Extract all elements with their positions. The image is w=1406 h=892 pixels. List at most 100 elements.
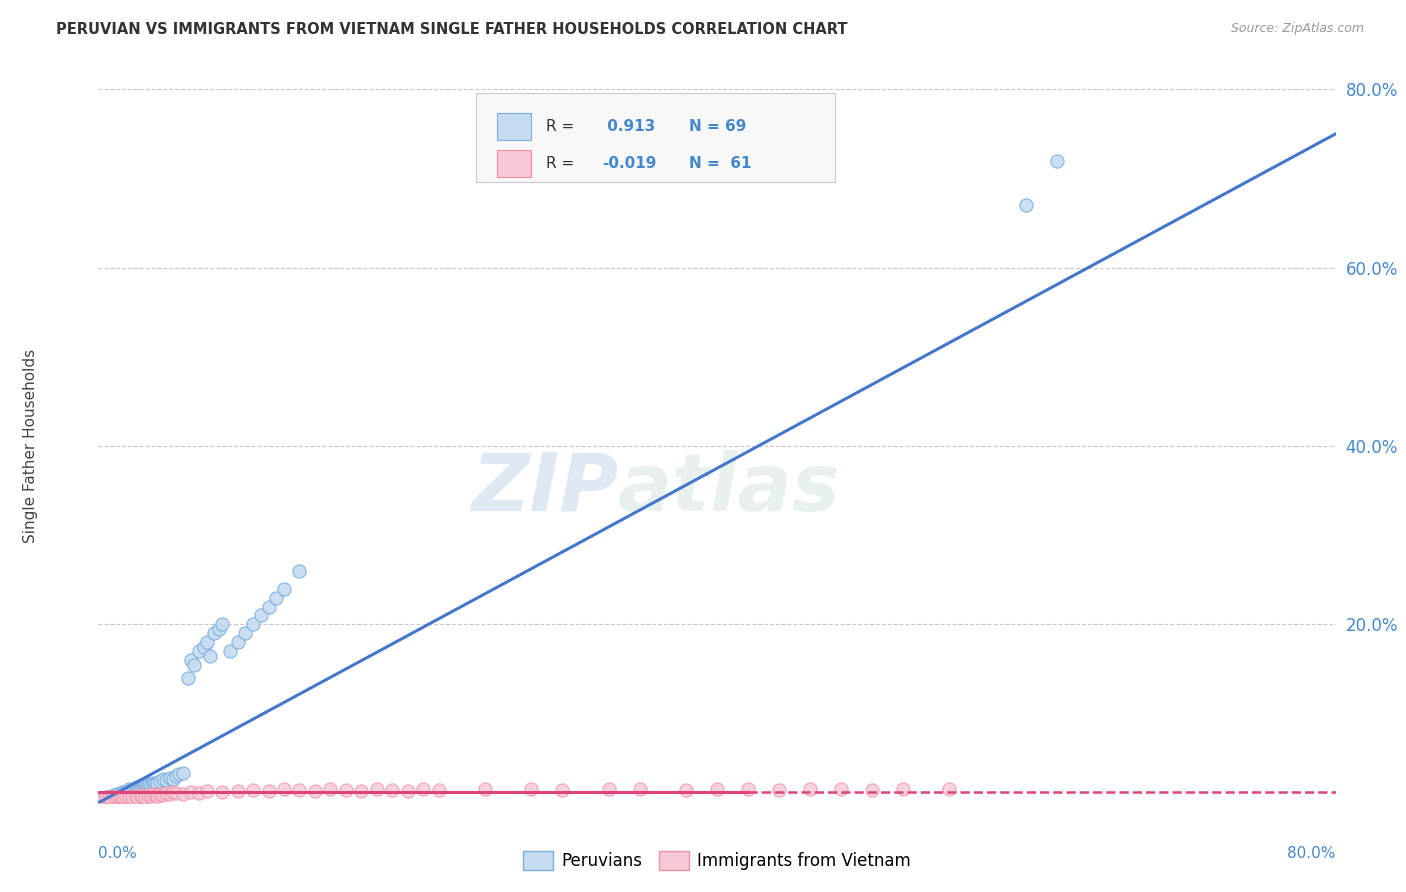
Point (115, 789, 138, 803)
Point (257, 599, 280, 614)
Point (335, 783, 357, 797)
Point (128, 780, 150, 795)
Point (112, 790, 135, 805)
Point (97, 789, 120, 804)
Point (242, 783, 264, 797)
Point (155, 772, 177, 787)
Point (146, 776, 169, 790)
Point (242, 617, 264, 632)
Point (135, 778, 157, 792)
Point (159, 787, 181, 801)
Point (737, 782, 759, 797)
Text: ZIP: ZIP (471, 450, 619, 528)
Point (288, 783, 311, 797)
Text: atlas: atlas (619, 450, 841, 528)
Point (474, 781, 496, 796)
Point (266, 591, 288, 605)
Bar (496, 150, 531, 178)
Point (111, 785, 134, 799)
Point (891, 781, 914, 796)
Point (938, 782, 960, 797)
Point (155, 786, 177, 800)
Text: Source: ZipAtlas.com: Source: ZipAtlas.com (1230, 22, 1364, 36)
Point (91, 791, 114, 805)
Point (118, 784, 141, 798)
Point (319, 782, 342, 797)
Point (108, 789, 131, 804)
Point (860, 783, 883, 797)
Point (598, 781, 620, 796)
Text: 0.913: 0.913 (602, 120, 655, 134)
Point (177, 671, 200, 685)
Point (250, 608, 273, 623)
Text: R =: R = (547, 156, 579, 171)
Point (273, 782, 295, 797)
Point (257, 784, 280, 798)
Point (103, 788, 125, 802)
Point (288, 564, 311, 578)
Point (193, 640, 215, 654)
Point (103, 790, 125, 805)
Point (105, 789, 128, 803)
Point (188, 644, 211, 658)
Point (350, 784, 373, 798)
Point (180, 653, 202, 667)
Legend: Peruvians, Immigrants from Vietnam: Peruvians, Immigrants from Vietnam (516, 844, 918, 877)
Point (551, 783, 574, 797)
Point (107, 789, 129, 803)
Point (159, 771, 181, 785)
Point (98, 791, 121, 805)
Point (412, 782, 434, 797)
Point (134, 777, 156, 791)
Point (226, 784, 249, 798)
Text: Single Father Households: Single Father Households (22, 349, 38, 543)
Point (675, 783, 697, 797)
Point (136, 788, 159, 802)
Point (830, 782, 852, 797)
Point (114, 787, 136, 801)
Point (162, 785, 184, 799)
Point (142, 776, 165, 790)
Point (127, 780, 149, 794)
Point (145, 778, 167, 792)
Point (204, 626, 226, 640)
FancyBboxPatch shape (475, 93, 835, 182)
Point (165, 786, 187, 800)
Text: 80.0%: 80.0% (1288, 846, 1336, 861)
Text: N =  61: N = 61 (689, 156, 751, 171)
Point (1046, 153, 1069, 168)
Point (129, 788, 152, 802)
Point (112, 786, 135, 800)
Point (100, 789, 122, 804)
Point (132, 780, 155, 795)
Point (134, 789, 156, 804)
Point (96, 790, 118, 805)
Point (706, 781, 728, 796)
Point (211, 785, 233, 799)
Point (134, 779, 156, 793)
Point (121, 790, 143, 805)
Point (195, 784, 218, 798)
Point (235, 626, 257, 640)
Point (101, 789, 124, 803)
Point (198, 648, 221, 663)
Point (427, 783, 450, 797)
Text: -0.019: -0.019 (602, 156, 657, 171)
Point (118, 789, 141, 804)
Point (91, 791, 114, 805)
Point (117, 786, 139, 800)
Point (180, 785, 202, 799)
Point (143, 777, 166, 791)
Point (124, 789, 146, 803)
Point (152, 788, 174, 802)
Point (188, 786, 211, 800)
Point (131, 780, 153, 794)
Point (142, 787, 165, 801)
Bar (496, 113, 531, 140)
Point (139, 778, 162, 792)
Point (211, 617, 233, 632)
Point (799, 781, 821, 796)
Point (120, 783, 142, 797)
Text: N = 69: N = 69 (689, 120, 747, 134)
Point (396, 784, 419, 798)
